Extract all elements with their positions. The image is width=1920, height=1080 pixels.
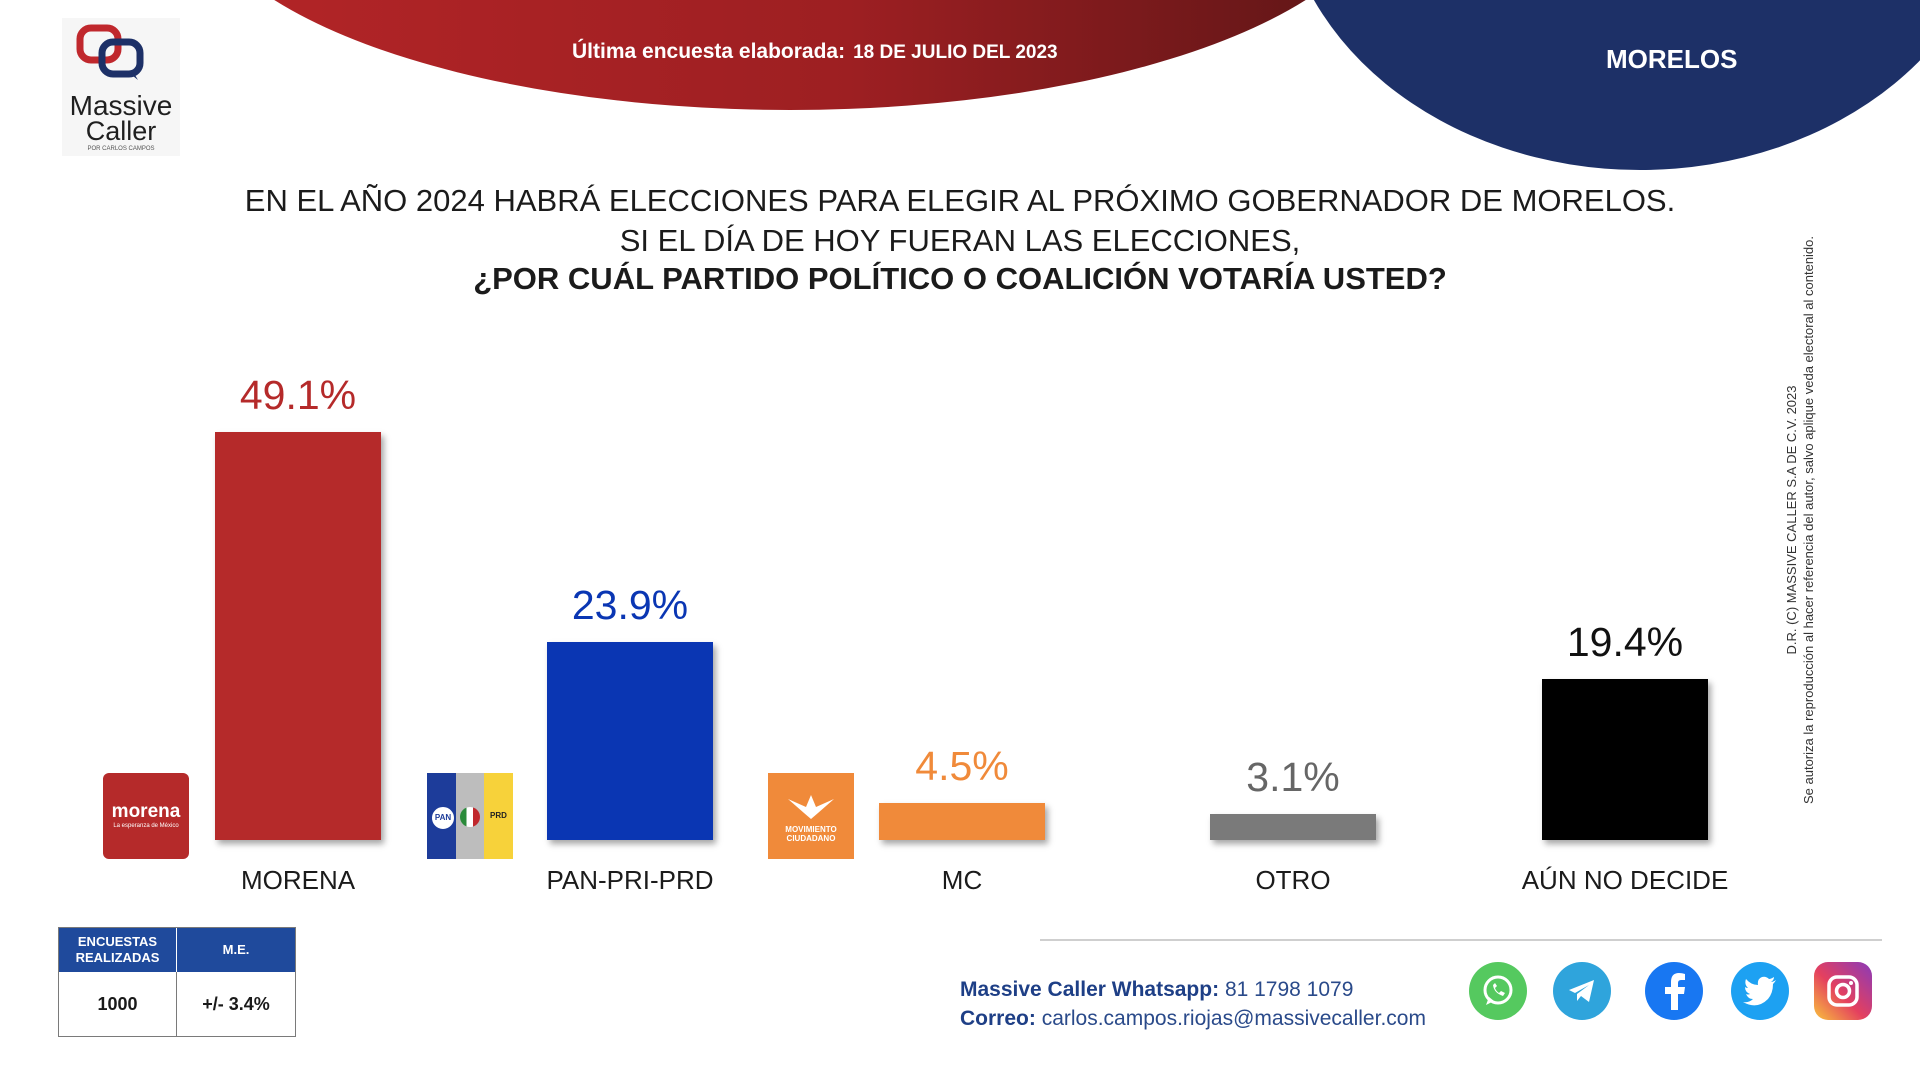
bar-morena — [215, 432, 381, 840]
logo-text-line1: Massive — [69, 90, 173, 121]
telegram-icon[interactable] — [1553, 962, 1611, 1020]
category-label-otro: OTRO — [1255, 865, 1331, 895]
facebook-icon[interactable] — [1645, 962, 1703, 1020]
whatsapp-contact: Massive Caller Whatsapp: 81 1798 1079 — [960, 978, 1353, 1002]
massive-caller-logo: Massive Caller POR CARLOS CAMPOS — [62, 18, 180, 156]
margin-error-value: +/- 3.4% — [202, 993, 270, 1014]
morena-logo-tagline: La esperanza de México — [113, 823, 179, 829]
value-label-aun-no-decide: 19.4% — [1566, 618, 1684, 665]
bar-otro — [1210, 814, 1376, 840]
survey-date: 18 DE JULIO DEL 2023 — [853, 42, 1058, 63]
bar-aun-no-decide — [1542, 678, 1708, 840]
header-blue-banner — [1280, 0, 1920, 170]
whatsapp-number[interactable]: 81 1798 1079 — [1224, 978, 1354, 1001]
category-label-aun-no-decide: AÚN NO DECIDE — [1521, 865, 1729, 895]
morena-logo: morena La esperanza de México — [103, 773, 189, 859]
surveys-header: ENCUESTAS REALIZADAS — [59, 928, 177, 972]
morena-logo-name: morena — [111, 801, 181, 822]
survey-date-line: Última encuesta elaborada: 18 DE JULIO DE… — [572, 40, 1058, 64]
pan-pri-prd-logo: PAN PRD — [427, 773, 513, 859]
bar-pan-pri-prd — [547, 641, 713, 840]
email-contact: Correo: carlos.campos.riojas@massivecall… — [960, 1007, 1426, 1031]
pan-logo-text: PAN — [430, 805, 456, 831]
category-label-pan-pri-prd: PAN-PRI-PRD — [546, 865, 714, 895]
pri-logo-emblem — [460, 807, 480, 827]
footer-divider — [1040, 939, 1882, 941]
email-label: Correo: — [960, 1007, 1036, 1030]
category-label-mc: MC — [941, 865, 983, 895]
survey-stats-table: ENCUESTAS REALIZADAS M.E. 1000 +/- 3.4% — [58, 927, 296, 1037]
value-label-pan-pri-prd: 23.9% — [571, 581, 689, 628]
margin-error-header: M.E. — [177, 928, 295, 972]
logo-mark-icon — [76, 24, 144, 80]
survey-date-label: Última encuesta elaborada: — [572, 40, 846, 63]
mc-eagle-icon — [788, 795, 834, 819]
state-name: MORELOS — [1606, 44, 1738, 74]
value-label-mc: 4.5% — [915, 742, 1009, 789]
copyright-notice: D.R. (C) MASSIVE CALLER S.A DE C.V. 2023… — [1783, 170, 1817, 870]
value-label-otro: 3.1% — [1246, 754, 1340, 801]
copyright-line-2: Se autoriza la reproducción al hacer ref… — [1801, 235, 1816, 805]
question-line-1: EN EL AÑO 2024 HABRÁ ELECCIONES PARA ELE… — [244, 183, 1676, 218]
value-label-morena: 49.1% — [239, 372, 357, 419]
mc-logo-line1: MOVIMIENTO — [785, 825, 837, 834]
bar-mc — [879, 802, 1045, 840]
instagram-icon[interactable] — [1814, 962, 1872, 1020]
category-label-morena: MORENA — [240, 865, 356, 895]
logo-text-line3: POR CARLOS CAMPOS — [87, 146, 155, 152]
mc-logo: MOVIMIENTO CIUDADANO — [768, 773, 854, 859]
prd-logo-part — [484, 773, 513, 859]
question-line-2: SI EL DÍA DE HOY FUERAN LAS ELECCIONES, — [619, 223, 1301, 258]
mc-logo-line2: CIUDADANO — [786, 834, 836, 843]
question-line-3: ¿POR CUÁL PARTIDO POLÍTICO O COALICIÓN V… — [473, 261, 1447, 296]
surveys-value: 1000 — [59, 972, 177, 1036]
whatsapp-label: Massive Caller Whatsapp: — [960, 978, 1220, 1001]
email-address[interactable]: carlos.campos.riojas@massivecaller.com — [1041, 1007, 1426, 1030]
twitter-icon[interactable] — [1731, 962, 1789, 1020]
logo-text-line2: Caller — [85, 116, 157, 146]
copyright-line-1: D.R. (C) MASSIVE CALLER S.A DE C.V. 2023 — [1784, 385, 1799, 655]
prd-logo-text: PRD — [490, 811, 507, 820]
whatsapp-icon[interactable] — [1469, 962, 1527, 1020]
